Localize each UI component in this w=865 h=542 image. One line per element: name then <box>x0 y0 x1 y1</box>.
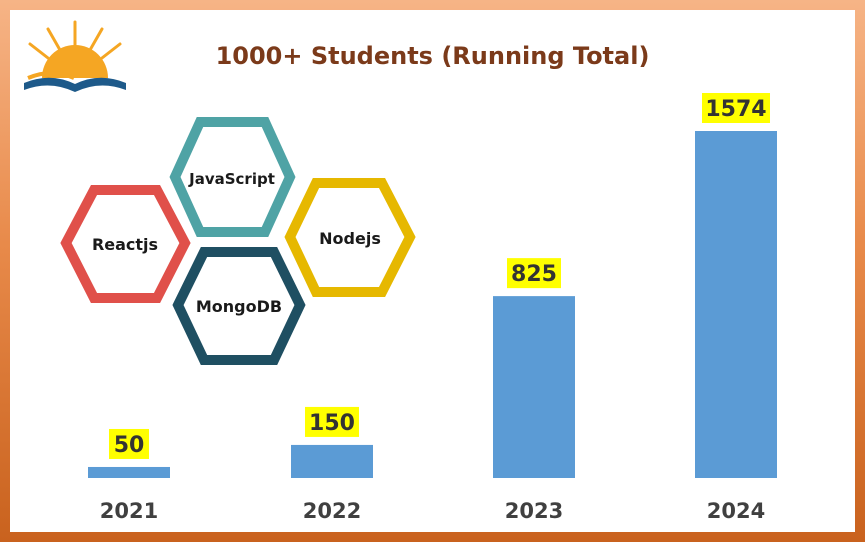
bars-layer: 50 2021 150 2022 825 2023 1574 2024 <box>88 93 777 523</box>
bar-2022 <box>291 444 373 478</box>
x-tick-label-2023: 2023 <box>505 499 563 523</box>
hexagon-shape-icon: Nodejs <box>284 178 416 297</box>
data-label-2021: 50 <box>114 433 145 458</box>
hex-label-mongodb: MongoDB <box>196 297 282 316</box>
x-tick-label-2024: 2024 <box>707 499 765 523</box>
data-label-bg-2022 <box>305 406 359 437</box>
x-tick-label-2022: 2022 <box>303 499 361 523</box>
hexagon-shape-icon: Reactjs <box>60 185 191 303</box>
bar-2023 <box>493 296 575 478</box>
data-label-bg-2021 <box>109 428 149 459</box>
tech-hexagons-illustration: JavaScript Reactjs Nodejs MongoDB <box>60 117 416 365</box>
hex-label-nodejs: Nodejs <box>319 229 381 248</box>
x-tick-label-2021: 2021 <box>100 499 158 523</box>
hexagon-shape-icon: MongoDB <box>172 247 306 365</box>
chart-title: 1000+ Students (Running Total) <box>215 42 650 70</box>
data-label-bg-2023 <box>507 258 561 289</box>
data-label-2024: 1574 <box>705 97 766 122</box>
data-label-2023: 825 <box>511 262 557 287</box>
sunrise-book-logo-icon <box>24 20 126 92</box>
data-label-2022: 150 <box>309 411 355 436</box>
data-label-bg-2024 <box>702 93 770 123</box>
bar-2021 <box>88 466 170 478</box>
bar-2024 <box>695 131 777 478</box>
hexagon-shape-icon: JavaScript <box>169 117 296 237</box>
hex-label-javascript: JavaScript <box>188 170 275 188</box>
hex-label-reactjs: Reactjs <box>92 235 158 254</box>
